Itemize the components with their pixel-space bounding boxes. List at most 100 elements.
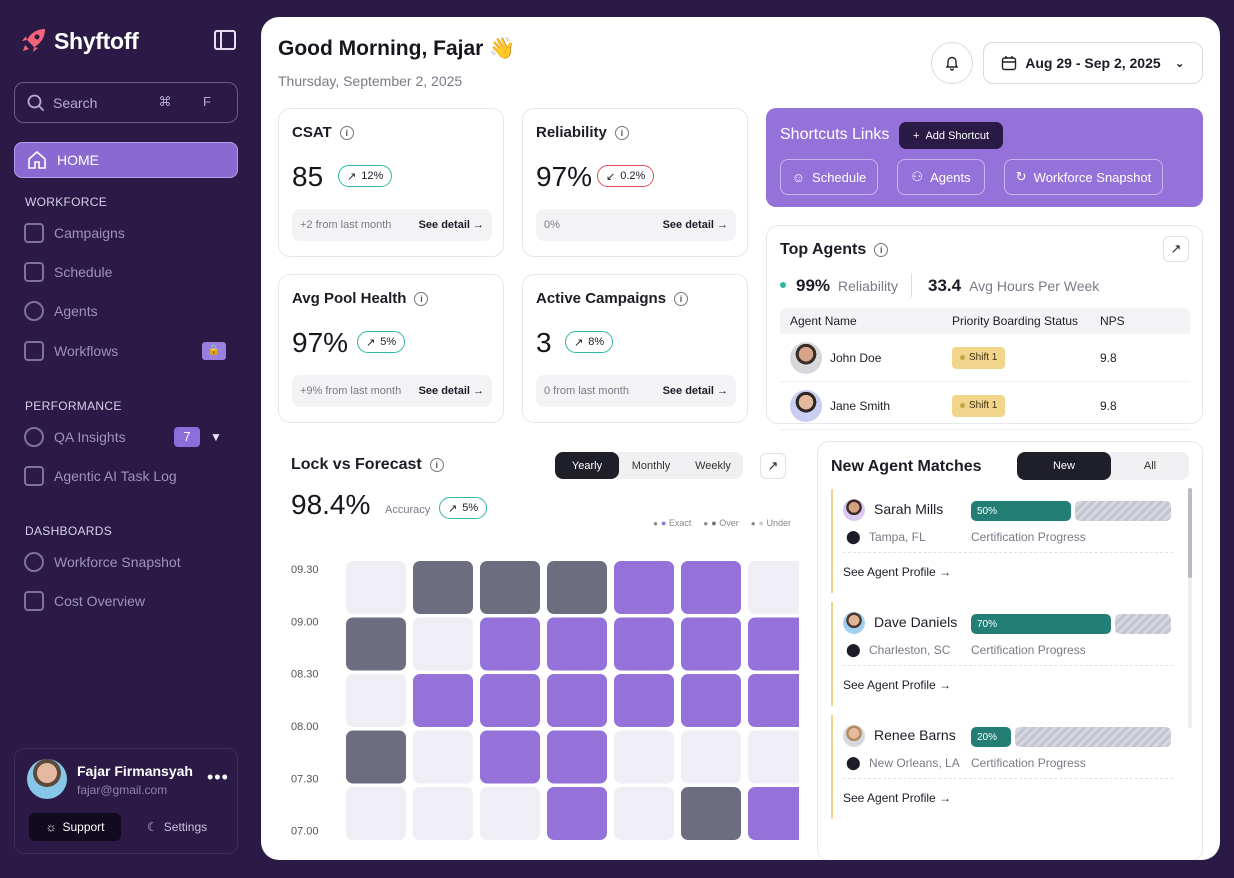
see-detail-link[interactable]: See detail → (418, 219, 484, 231)
dot-icon (780, 282, 786, 288)
heatmap-cell[interactable] (614, 730, 674, 784)
heatmap-cell[interactable] (614, 617, 674, 671)
see-agent-profile-link[interactable]: See Agent Profile → (843, 791, 952, 805)
sidebar-item-ai-task-log[interactable]: Agentic AI Task Log (24, 465, 177, 487)
chevron-down-icon[interactable]: ▼ (210, 430, 222, 444)
accuracy-label: Accuracy (385, 504, 431, 516)
heatmap-cell[interactable] (547, 617, 607, 671)
sidebar-item-qa-insights[interactable]: QA Insights (24, 426, 126, 448)
see-agent-profile-link[interactable]: See Agent Profile → (843, 678, 952, 692)
progress-remaining (1015, 727, 1171, 747)
more-icon[interactable]: ••• (207, 767, 229, 787)
add-shortcut-button[interactable]: + Add Shortcut (899, 122, 1004, 149)
heatmap-cell[interactable] (681, 730, 741, 784)
heatmap-cell[interactable] (748, 787, 799, 840)
avatar (843, 725, 865, 747)
avatar (843, 612, 865, 634)
heatmap-cell[interactable] (346, 730, 406, 784)
y-tick-label: 07.00 (291, 826, 319, 838)
sidebar-item-workflows[interactable]: Workflows (24, 340, 118, 362)
heatmap-cell[interactable] (547, 730, 607, 784)
sidebar-item-cost-overview[interactable]: Cost Overview (24, 590, 145, 612)
shortcut-workforce-snapshot[interactable]: ↻ Workforce Snapshot (1004, 159, 1163, 195)
heatmap-cell[interactable] (480, 730, 540, 784)
settings-button[interactable]: ☾ Settings (147, 813, 227, 841)
expand-icon[interactable]: ↗ (1163, 236, 1189, 262)
logo[interactable]: Shyftoff (18, 26, 139, 56)
sidebar-item-label: Schedule (54, 264, 113, 280)
calendar-icon (1002, 56, 1017, 71)
chevron-down-icon: ⌄ (1174, 56, 1185, 70)
top-agents-title: Top Agents (780, 241, 867, 258)
see-detail-link[interactable]: See detail → (418, 385, 484, 397)
tab-new[interactable]: New (1017, 452, 1111, 480)
scrollbar-track[interactable] (1188, 488, 1192, 728)
expand-icon[interactable]: ↗ (760, 453, 786, 479)
search-input[interactable]: Search ⌘ F (14, 82, 238, 123)
heatmap-cell[interactable] (547, 674, 607, 727)
agent-name: John Doe (830, 350, 882, 365)
info-icon[interactable]: i (429, 458, 444, 472)
heatmap-cell[interactable] (547, 561, 607, 614)
magnifier-icon (24, 427, 44, 447)
heatmap-cell[interactable] (681, 674, 741, 727)
arrow-up-right-icon: ↗ (574, 336, 584, 349)
tab-yearly[interactable]: Yearly (555, 452, 619, 479)
notification-button[interactable] (931, 42, 973, 84)
rocket-icon (22, 29, 45, 52)
support-button[interactable]: ☼ Support (29, 813, 121, 841)
table-row[interactable]: John Doe Shift 1 9.8 (780, 334, 1190, 382)
heatmap-cell[interactable] (346, 617, 406, 671)
info-icon[interactable]: i (874, 243, 889, 257)
see-detail-link[interactable]: See detail → (662, 219, 728, 231)
heatmap-cell[interactable] (413, 561, 473, 614)
info-icon[interactable]: i (339, 125, 354, 140)
heatmap-cell[interactable] (480, 561, 540, 614)
sidebar-toggle-icon[interactable] (214, 30, 236, 50)
heatmap-cell[interactable] (681, 617, 741, 671)
scrollbar-thumb[interactable] (1188, 488, 1192, 578)
tab-weekly[interactable]: Weekly (695, 459, 731, 472)
tab-all[interactable]: All (1143, 460, 1157, 472)
info-icon[interactable]: i (674, 291, 689, 306)
sidebar-item-workforce-snapshot[interactable]: Workforce Snapshot (24, 551, 181, 573)
sidebar-item-label: Agentic AI Task Log (54, 468, 177, 484)
divider (843, 665, 1173, 666)
sidebar-item-agents[interactable]: Agents (24, 300, 98, 322)
heatmap-cell[interactable] (413, 787, 473, 840)
sidebar-item-home[interactable]: HOME (14, 142, 238, 178)
see-agent-profile-link[interactable]: See Agent Profile → (843, 565, 952, 579)
avatar[interactable] (27, 759, 67, 799)
heatmap-cell[interactable] (480, 674, 540, 727)
info-icon[interactable]: i (614, 125, 629, 140)
heatmap-cell[interactable] (748, 561, 799, 614)
shortcut-schedule[interactable]: ☺ Schedule (780, 159, 878, 195)
heatmap-cell[interactable] (480, 787, 540, 840)
sidebar-item-campaigns[interactable]: Campaigns (24, 222, 125, 244)
heatmap-cell[interactable] (346, 561, 406, 614)
heatmap-cell[interactable] (480, 617, 540, 671)
table-row[interactable]: Jane Smith Shift 1 9.8 (780, 382, 1190, 430)
sidebar-item-label: Cost Overview (54, 593, 146, 609)
heatmap-cell[interactable] (614, 561, 674, 614)
heatmap-cell[interactable] (346, 674, 406, 727)
heatmap-cell[interactable] (614, 674, 674, 727)
heatmap-cell[interactable] (748, 674, 799, 727)
heatmap-cell[interactable] (547, 787, 607, 840)
shortcut-agents[interactable]: ⚇ Agents (897, 159, 985, 195)
date-range-picker[interactable]: Aug 29 - Sep 2, 2025 ⌄ (983, 42, 1203, 84)
heatmap-cell[interactable] (413, 730, 473, 784)
heatmap-cell[interactable] (346, 787, 406, 840)
heatmap-cell[interactable] (413, 617, 473, 671)
tab-monthly[interactable]: Monthly (631, 459, 671, 472)
heatmap-cell[interactable] (614, 787, 674, 840)
heatmap-cell[interactable] (413, 674, 473, 727)
see-detail-link[interactable]: See detail → (662, 385, 728, 397)
info-icon[interactable]: i (414, 291, 429, 306)
heatmap-cell[interactable] (748, 730, 799, 784)
heatmap-cell[interactable] (681, 561, 741, 614)
heatmap-cell[interactable] (681, 787, 741, 840)
heatmap-cell[interactable] (748, 617, 799, 671)
sidebar-item-schedule[interactable]: Schedule (24, 261, 112, 283)
moon-icon: ☾ (147, 820, 158, 834)
